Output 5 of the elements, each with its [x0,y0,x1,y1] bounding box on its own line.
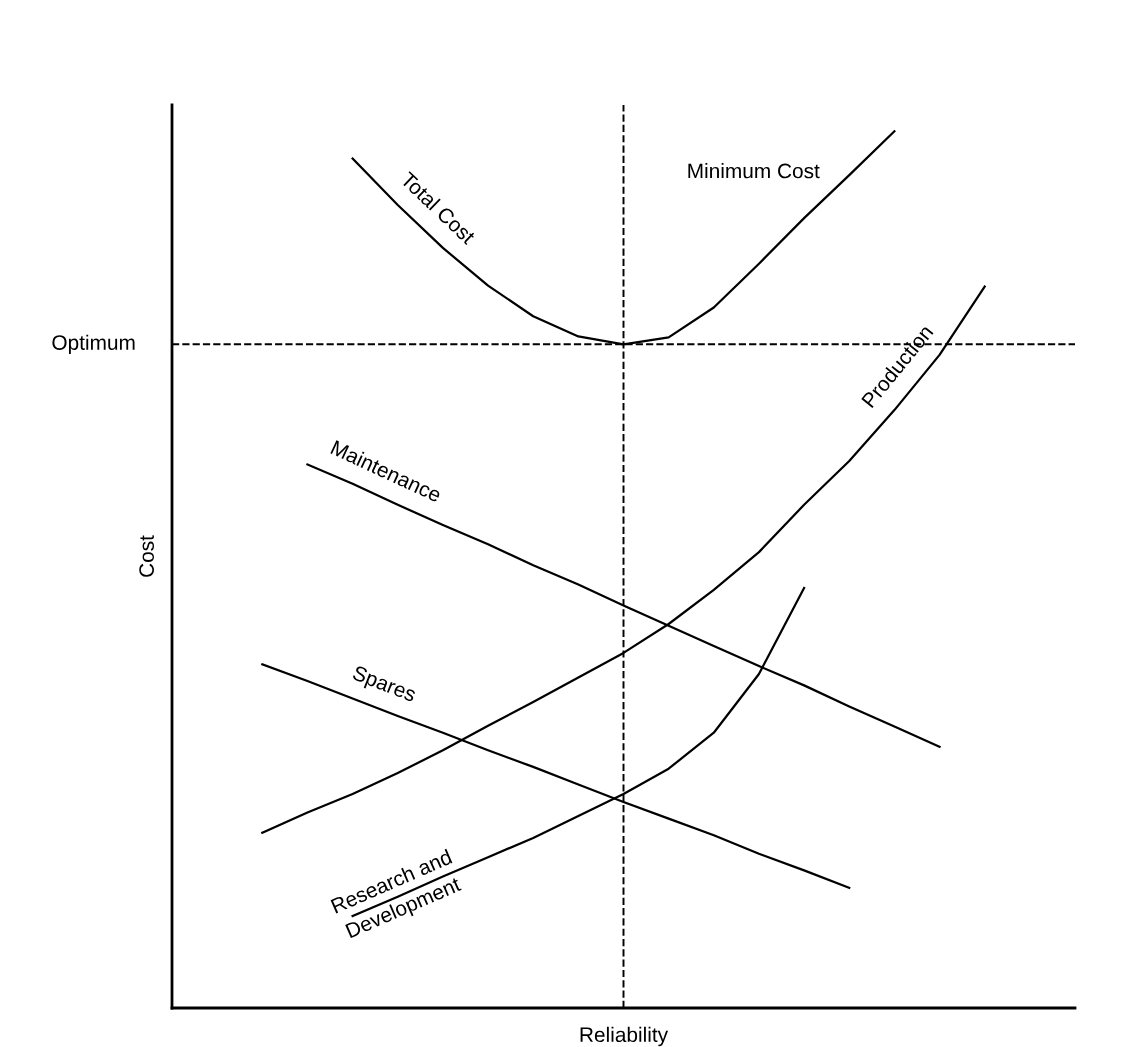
text: Spares [350,665,418,706]
annotation: Minimum Cost [688,163,820,179]
ref-line-label: Optimum [52,334,135,355]
y-axis-title: Cost [139,535,154,577]
x-axis-title: Reliability [580,1026,669,1047]
